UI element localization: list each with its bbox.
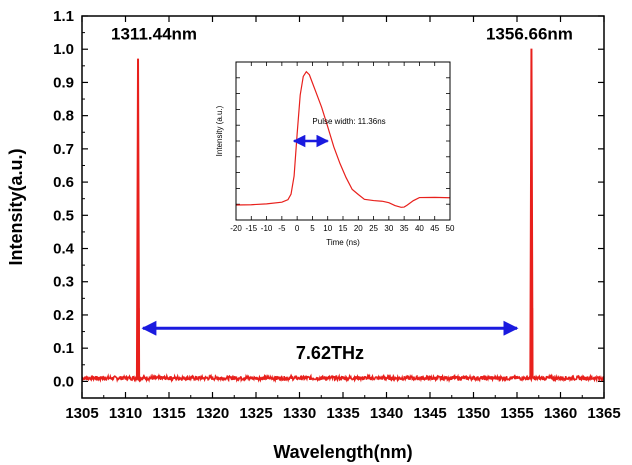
inset-x-tick-label: 35 — [400, 224, 409, 233]
inset-x-tick-label: 50 — [446, 224, 455, 233]
noise-floor-line — [81, 373, 605, 384]
separation-label: 7.62THz — [296, 343, 364, 363]
x-tick-label: 1335 — [326, 405, 359, 422]
x-tick-label: 1340 — [370, 405, 403, 422]
x-tick-label: 1315 — [152, 405, 185, 422]
inset-x-tick-label: -20 — [230, 224, 242, 233]
x-tick-label: 1350 — [457, 405, 490, 422]
inset-x-tick-label: -15 — [246, 224, 258, 233]
inset-y-axis-title: Intensity (a.u.) — [215, 105, 224, 156]
x-axis-title: Wavelength(nm) — [273, 442, 412, 462]
x-tick-label: 1305 — [65, 405, 98, 422]
x-tick-label: 1325 — [239, 405, 272, 422]
inset-x-tick-label: 40 — [415, 224, 424, 233]
pulse-width-annotation: Pulse width: 11.36ns — [312, 117, 385, 126]
inset-pulse-chart: -20 -15 -10 -5 0 5 10 15 20 25 30 35 40 45 50 Pulse wi… — [215, 61, 455, 247]
peak-label: 1356.66nm — [486, 24, 573, 43]
main-plot-frame — [81, 15, 605, 399]
inset-x-tick-label: 30 — [384, 224, 393, 233]
inset-x-tick-label: 0 — [295, 224, 300, 233]
peak-line — [529, 48, 534, 379]
inset-x-tick-label: 10 — [323, 224, 332, 233]
y-tick-label: 1.1 — [53, 8, 74, 25]
inset-x-tick-label: -5 — [278, 224, 286, 233]
y-tick-label: 0.9 — [53, 74, 74, 91]
x-tick-label: 1345 — [413, 405, 446, 422]
y-axis-title: Intensity(a.u.) — [6, 148, 26, 265]
inset-x-tick-label: -10 — [261, 224, 273, 233]
y-tick-label: 0.1 — [53, 340, 74, 357]
x-tick-label: 1365 — [587, 405, 620, 422]
x-tick-label: 1310 — [109, 405, 142, 422]
inset-x-tick-label: 20 — [354, 224, 363, 233]
x-tick-label: 1355 — [500, 405, 533, 422]
main-tick-labels: 1305 1310 1315 1320 1325 1330 1335 1340 1345 1350… — [53, 8, 621, 422]
y-tick-label: 1.0 — [53, 41, 74, 58]
y-tick-label: 0.0 — [53, 373, 74, 390]
y-tick-label: 0.6 — [53, 174, 74, 191]
inset-x-axis-title: Time (ns) — [326, 238, 360, 247]
main-annotations: 1311.44nm 1356.66nm 7.62THz — [111, 24, 573, 363]
x-tick-label: 1360 — [544, 405, 577, 422]
peak-label: 1311.44nm — [111, 24, 197, 43]
peak-line — [135, 58, 141, 379]
x-tick-label: 1320 — [196, 405, 229, 422]
y-tick-label: 0.5 — [53, 207, 74, 224]
y-tick-label: 0.4 — [53, 241, 75, 258]
y-tick-label: 0.3 — [53, 274, 74, 291]
inset-x-tick-label: 45 — [430, 224, 439, 233]
y-tick-label: 0.2 — [53, 307, 74, 324]
inset-x-tick-label: 5 — [310, 224, 315, 233]
inset-x-tick-label: 25 — [369, 224, 378, 233]
main-trace — [81, 48, 605, 384]
x-tick-label: 1330 — [283, 405, 316, 422]
inset-x-tick-label: 15 — [339, 224, 348, 233]
pulse-trace — [235, 70, 451, 208]
y-tick-label: 0.8 — [53, 108, 74, 125]
y-tick-label: 0.7 — [53, 141, 74, 158]
